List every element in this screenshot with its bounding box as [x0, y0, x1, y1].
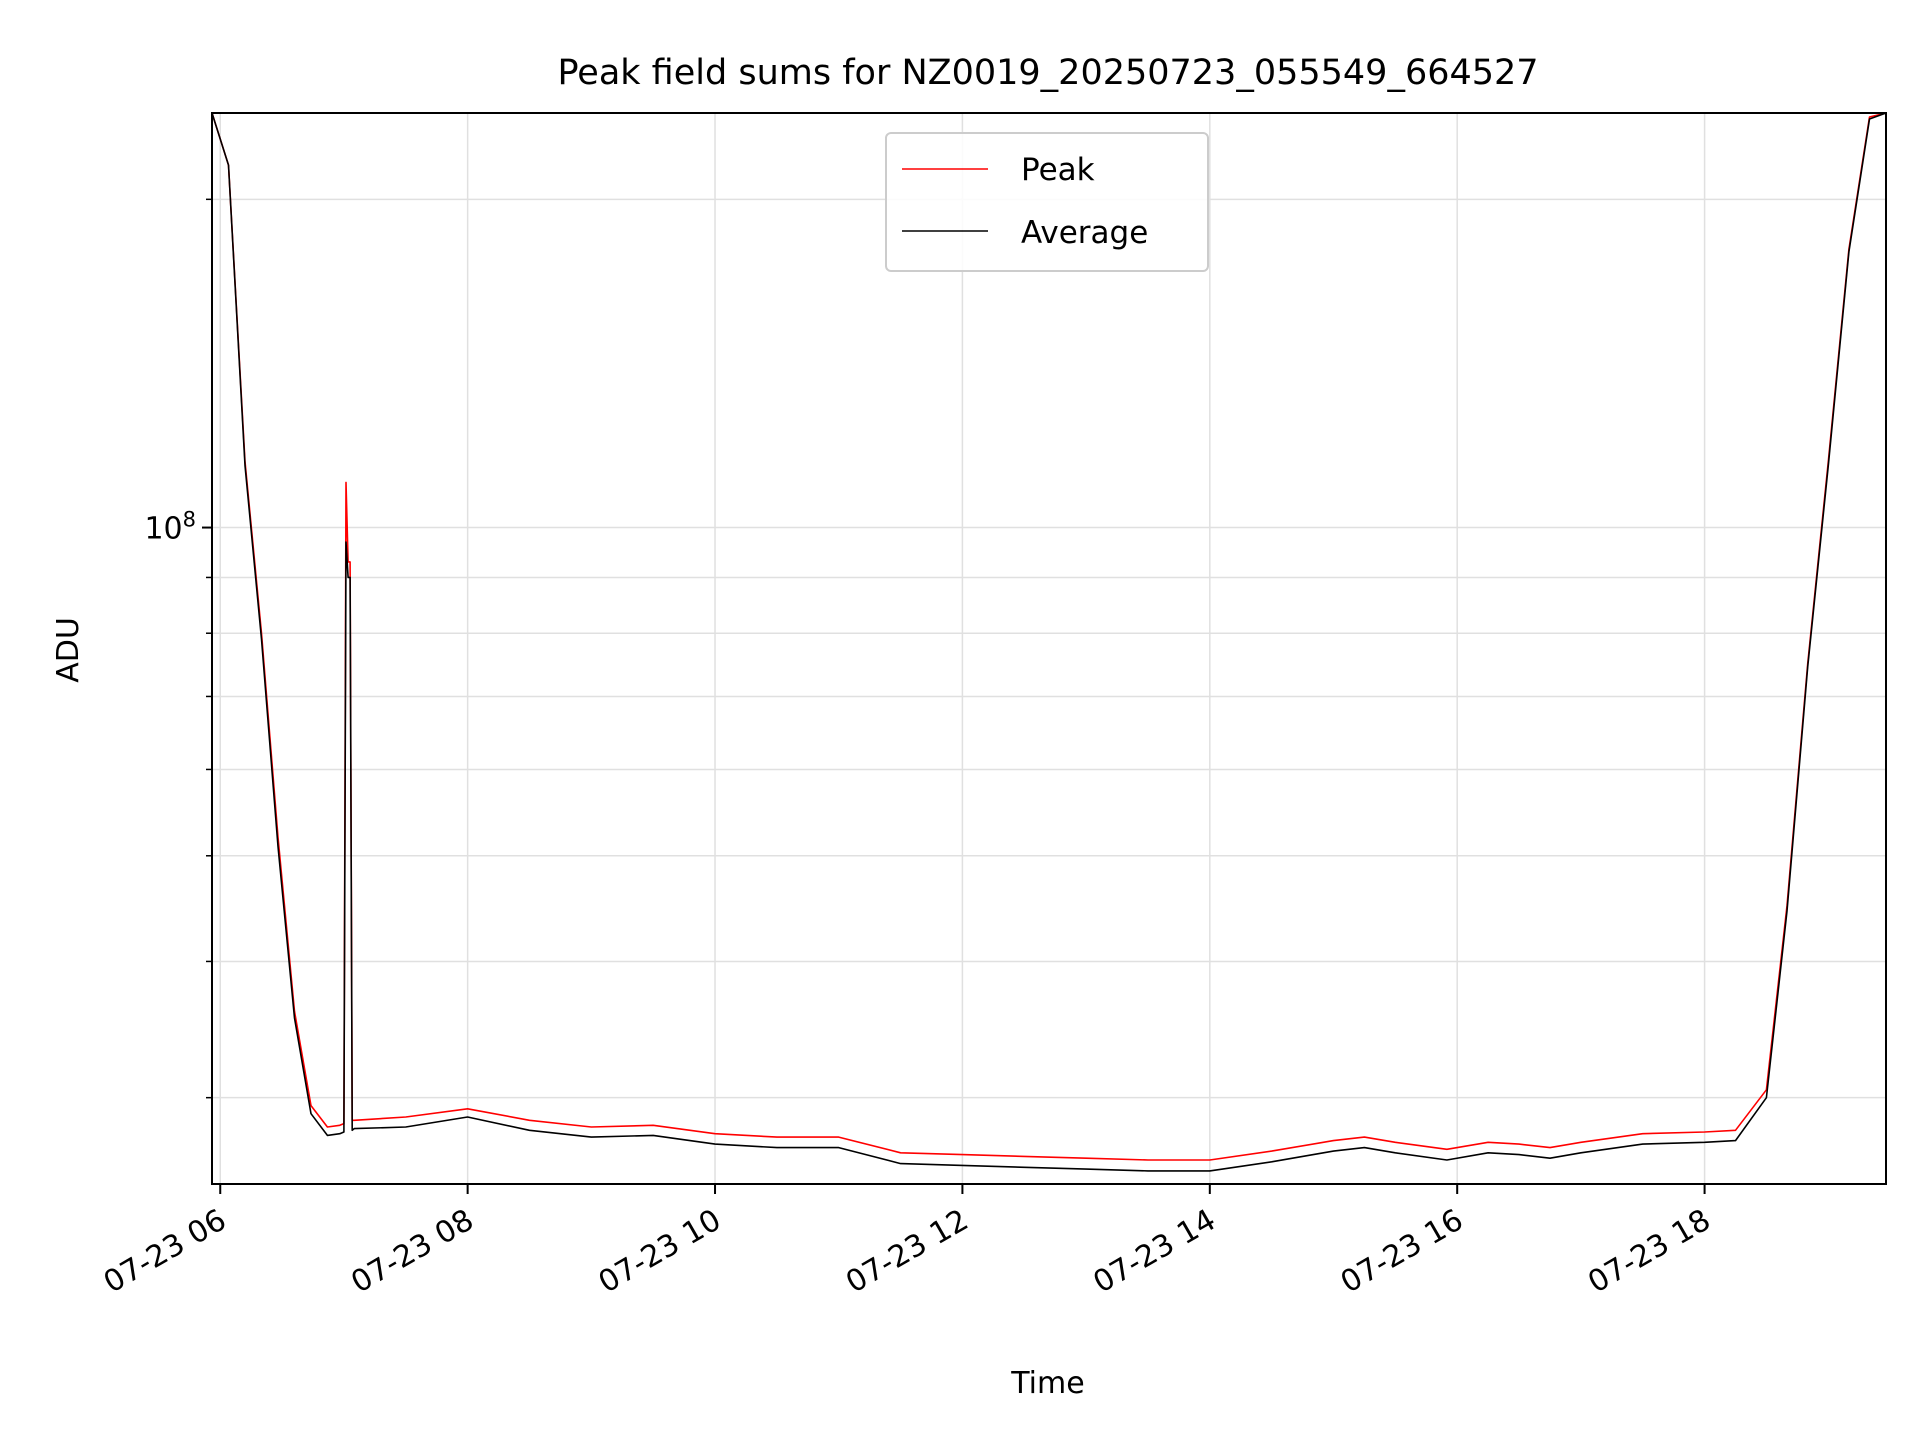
series-lines — [211, 112, 1887, 1172]
series-line-average — [211, 112, 1887, 1172]
legend-label-average: Average — [1021, 215, 1148, 251]
legend-label-peak: Peak — [1021, 152, 1095, 188]
legend: Peak Average — [885, 132, 1209, 272]
chart-title: Peak field sums for NZ0019_20250723_0555… — [557, 53, 1538, 93]
plot-area-frame — [211, 112, 1887, 1185]
series-line-peak — [211, 112, 1887, 1161]
x-axis-label: Time — [1010, 1366, 1084, 1401]
legend-box — [885, 132, 1209, 272]
y-tick-label: 108 — [144, 508, 196, 547]
y-axis-label: ADU — [51, 617, 86, 683]
y-axis: 108 — [144, 198, 212, 1099]
